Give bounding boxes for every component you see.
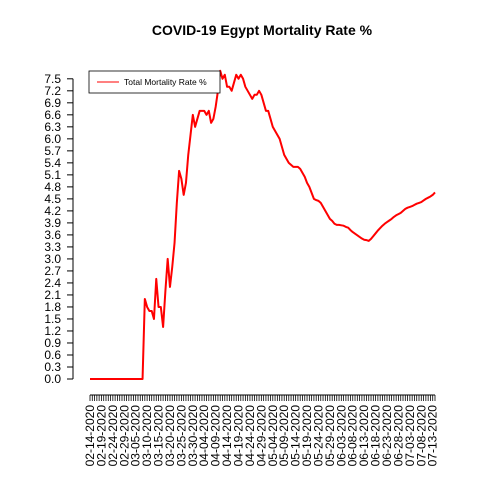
x-tick-label: 05-14-2020 [289, 405, 303, 467]
x-tick-label: 02-29-2020 [117, 405, 131, 467]
x-tick-label: 06-28-2020 [391, 405, 405, 467]
y-tick-label: 5.1 [44, 168, 61, 182]
y-tick-label: 3.6 [44, 228, 61, 242]
y-tick-label: 0.3 [44, 360, 61, 374]
x-tick-label: 02-19-2020 [94, 405, 108, 467]
x-tick-label: 04-24-2020 [243, 405, 257, 467]
y-tick-label: 1.2 [44, 324, 61, 338]
plot-lines [90, 69, 436, 380]
y-tick-label: 5.4 [44, 156, 61, 170]
x-tick-label: 06-18-2020 [369, 405, 383, 467]
y-tick-label: 5.7 [44, 144, 61, 158]
y-tick-label: 6.3 [44, 120, 61, 134]
y-tick-label: 2.7 [44, 264, 61, 278]
x-tick-label: 04-04-2020 [197, 405, 211, 467]
y-tick-label: 0.6 [44, 348, 61, 362]
legend-label-total-mortality: Total Mortality Rate % [124, 77, 207, 87]
y-tick-label: 2.4 [44, 276, 61, 290]
x-tick-label: 04-29-2020 [254, 405, 268, 467]
x-tick-label: 05-24-2020 [311, 405, 325, 467]
x-tick-label: 03-25-2020 [174, 405, 188, 467]
y-tick-label: 7.2 [44, 84, 61, 98]
x-tick-label: 04-14-2020 [220, 405, 234, 467]
y-tick-label: 6.0 [44, 132, 61, 146]
legend-box [88, 70, 221, 94]
y-axis: 0.00.30.60.91.21.51.82.12.42.73.03.33.63… [44, 72, 74, 386]
x-tick-label: 02-14-2020 [83, 405, 97, 467]
y-tick-label: 6.6 [44, 108, 61, 122]
legend: Total Mortality Rate % [88, 70, 221, 94]
x-tick-label: 07-13-2020 [426, 405, 440, 467]
x-tick-label: 05-09-2020 [277, 405, 291, 467]
y-tick-label: 0.0 [44, 372, 61, 386]
chart-title: COVID-19 Egypt Mortality Rate % [152, 22, 373, 38]
y-tick-label: 3.9 [44, 216, 61, 230]
x-tick-label: 05-29-2020 [323, 405, 337, 467]
y-tick-label: 3.0 [44, 252, 61, 266]
y-tick-label: 3.3 [44, 240, 61, 254]
x-tick-label: 03-05-2020 [129, 405, 143, 467]
y-tick-label: 7.5 [44, 72, 61, 86]
x-tick-label: 06-08-2020 [346, 405, 360, 467]
y-tick-label: 4.2 [44, 204, 61, 218]
x-tick-label: 03-10-2020 [140, 405, 154, 467]
y-tick-label: 1.5 [44, 312, 61, 326]
y-tick-label: 0.9 [44, 336, 61, 350]
x-axis: 02-14-202002-19-202002-24-202002-29-2020… [83, 394, 440, 467]
x-tick-label: 03-20-2020 [163, 405, 177, 467]
x-tick-label: 03-30-2020 [186, 405, 200, 467]
x-tick-label: 04-19-2020 [232, 405, 246, 467]
y-tick-label: 4.5 [44, 192, 61, 206]
series-line-total-mortality [90, 69, 436, 380]
x-tick-label: 06-03-2020 [334, 405, 348, 467]
x-tick-label: 06-23-2020 [380, 405, 394, 467]
x-tick-label: 06-13-2020 [357, 405, 371, 467]
y-tick-label: 1.8 [44, 300, 61, 314]
x-tick-label: 07-03-2020 [403, 405, 417, 467]
x-tick-label: 05-04-2020 [266, 405, 280, 467]
x-tick-label: 05-19-2020 [300, 405, 314, 467]
x-tick-label: 07-08-2020 [414, 405, 428, 467]
x-tick-label: 03-15-2020 [152, 405, 166, 467]
y-tick-label: 2.1 [44, 288, 61, 302]
y-tick-label: 6.9 [44, 96, 61, 110]
x-tick-label: 02-24-2020 [106, 405, 120, 467]
y-tick-label: 4.8 [44, 180, 61, 194]
x-tick-label: 04-09-2020 [209, 405, 223, 467]
